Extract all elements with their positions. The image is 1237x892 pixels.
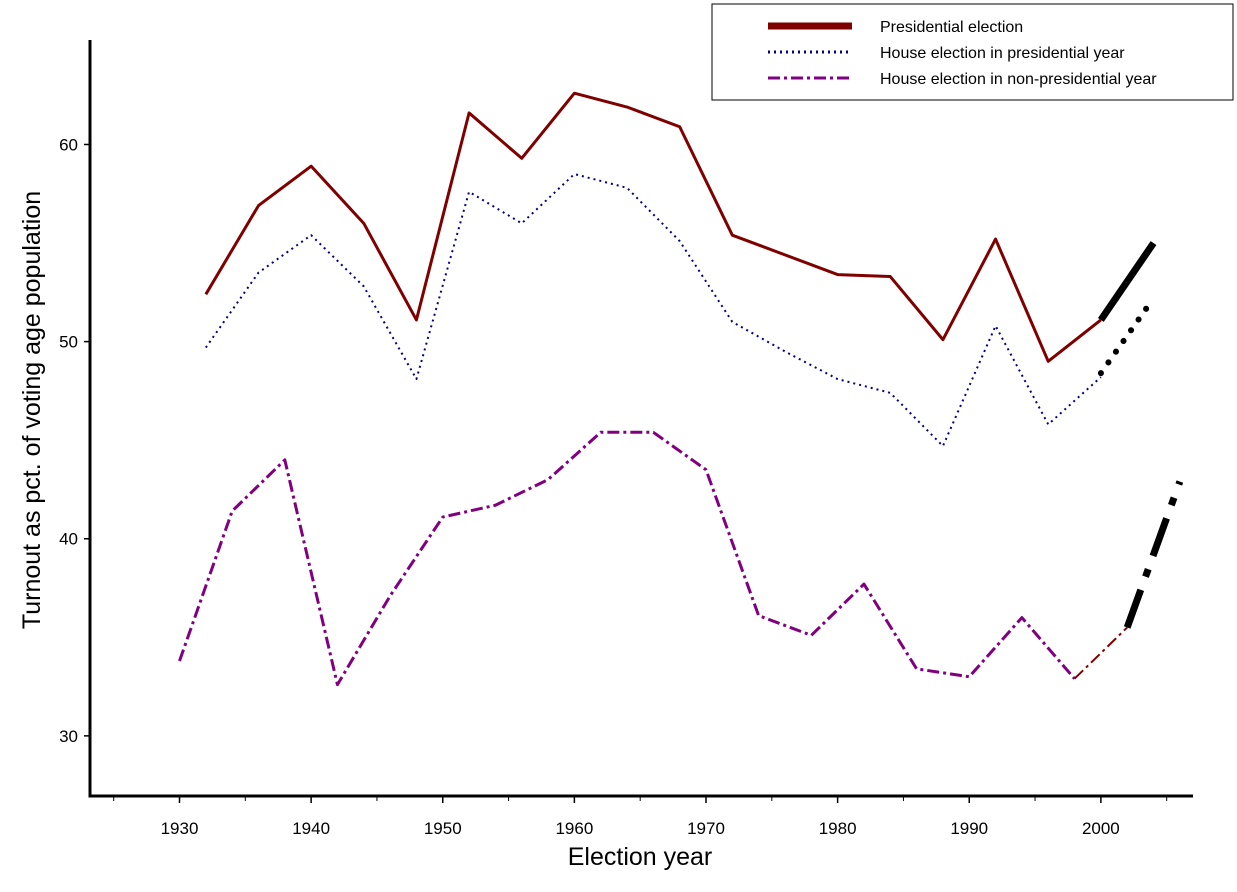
series-line: [1097, 241, 1157, 322]
series-line: [205, 173, 1102, 448]
series-line: [1123, 480, 1184, 629]
legend-label: House election in non-presidential year: [880, 71, 1157, 88]
y-tick-label: 60: [59, 135, 78, 154]
series-line: [204, 91, 1102, 363]
x-tick-label: 1990: [950, 819, 988, 838]
y-tick-label: 30: [59, 727, 78, 746]
x-tick-label: 1980: [819, 819, 857, 838]
series-line: [1073, 626, 1128, 680]
x-tick-label: 1940: [292, 819, 330, 838]
y-tick-label: 50: [59, 333, 78, 352]
y-axis-title: Turnout as pct. of voting age population: [18, 191, 46, 629]
legend-label: House election in presidential year: [880, 45, 1125, 62]
x-tick-label: 1960: [555, 819, 593, 838]
x-tick-label: 2000: [1082, 819, 1120, 838]
series-line: [1097, 295, 1157, 377]
series-line: [178, 430, 1076, 687]
y-tick-label: 40: [59, 530, 78, 549]
x-tick-label: 1930: [161, 819, 199, 838]
x-tick-label: 1970: [687, 819, 725, 838]
x-tick-label: 1950: [424, 819, 462, 838]
legend-label: Presidential election: [880, 19, 1023, 36]
x-axis-title: Election year: [568, 843, 713, 871]
